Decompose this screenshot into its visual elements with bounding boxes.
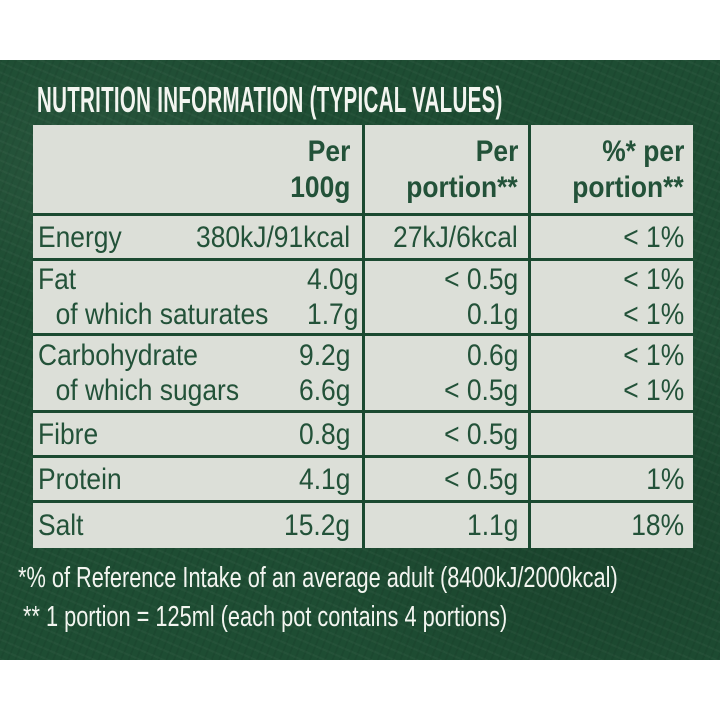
cell-fat-portion: < 0.5g 0.1g <box>365 261 531 333</box>
cell-carbohydrate-pct: < 1% < 1% <box>531 336 693 410</box>
cell-carbohydrate-name-and-100g: Carbohydrate of which sugars 9.2g 6.6g <box>33 336 365 410</box>
per-portion-subvalue: < 0.5g <box>443 374 518 407</box>
percent-value: < 1% <box>623 220 684 254</box>
cell-carbohydrate-portion: 0.6g < 0.5g <box>365 336 531 410</box>
table-row-fat: Fat of which saturates 4.0g 1.7g < 0.5g … <box>33 258 693 333</box>
nutrition-title: NUTRITION INFORMATION (TYPICAL VALUES) <box>37 79 503 120</box>
cell-fibre-pct <box>531 413 693 455</box>
per-100g-subvalue: 6.6g <box>298 374 350 407</box>
header-per-portion: Per portion** <box>365 125 531 213</box>
cell-fat-pct: < 1% < 1% <box>531 261 693 333</box>
nutrient-name: Carbohydrate <box>38 339 198 372</box>
header-per-100g: Per 100g <box>33 125 365 213</box>
footnote-portion-size: ** 1 portion = 125ml (each pot contains … <box>23 601 508 633</box>
cell-energy-portion: 27kJ/6kcal <box>365 216 531 258</box>
per-100g-value: 0.8g <box>298 417 350 451</box>
table-row-energy: Energy 380kJ/91kcal 27kJ/6kcal < 1% <box>33 213 693 258</box>
cell-protein-name-and-100g: Protein 4.1g <box>33 458 365 500</box>
per-100g-value: 4.1g <box>298 462 350 496</box>
header-pct-line1: %* per <box>601 135 684 168</box>
cell-fat-name-and-100g: Fat of which saturates 4.0g 1.7g <box>33 261 365 333</box>
per-portion-value: 1.1g <box>466 509 518 542</box>
cell-fibre-portion: < 0.5g <box>365 413 531 455</box>
per-100g-value: 9.2g <box>298 339 350 372</box>
per-100g-value: 380kJ/91kcal <box>195 220 350 254</box>
table-row-carbohydrate: Carbohydrate of which sugars 9.2g 6.6g 0… <box>33 333 693 410</box>
table-row-protein: Protein 4.1g < 0.5g 1% <box>33 455 693 500</box>
nutrient-name: Fat <box>38 263 77 296</box>
percent-value: 18% <box>631 509 684 542</box>
header-pct-line2: portion** <box>572 171 684 204</box>
nutrient-name: Protein <box>38 462 122 496</box>
per-portion-value: < 0.5g <box>443 263 518 296</box>
cell-energy-name-and-100g: Energy 380kJ/91kcal <box>33 216 365 258</box>
header-pct-per-portion: %* per portion** <box>531 125 693 213</box>
per-portion-value: 0.6g <box>466 339 518 372</box>
table-row-salt: Salt 15.2g 1.1g 18% <box>33 500 693 548</box>
nutrient-subname: of which sugars <box>55 374 240 407</box>
nutrient-subname: of which saturates <box>55 298 269 331</box>
table-header-row: Per 100g Per portion** %* per portion** <box>33 125 693 213</box>
per-100g-value: 4.0g <box>306 263 359 296</box>
cell-energy-pct: < 1% <box>531 216 693 258</box>
header-per-portion-line1: Per <box>475 135 518 168</box>
table-row-fibre: Fibre 0.8g < 0.5g <box>33 410 693 455</box>
label-panel: NUTRITION INFORMATION (TYPICAL VALUES) P… <box>0 60 720 660</box>
nutrition-table: Per 100g Per portion** %* per portion** … <box>33 125 693 548</box>
per-portion-subvalue: 0.1g <box>466 298 518 331</box>
per-100g-value: 15.2g <box>283 509 350 542</box>
header-per-100g-line2: 100g <box>289 171 350 204</box>
footnote-reference-intake: *% of Reference Intake of an average adu… <box>18 562 618 594</box>
nutrient-name: Energy <box>38 220 122 254</box>
header-per-100g-line1: Per <box>307 135 350 168</box>
cell-salt-portion: 1.1g <box>365 503 531 548</box>
percent-value: < 1% <box>623 263 684 296</box>
cell-salt-name-and-100g: Salt 15.2g <box>33 503 365 548</box>
percent-subvalue: < 1% <box>623 298 684 331</box>
header-per-portion-line2: portion** <box>406 171 518 204</box>
cell-fibre-name-and-100g: Fibre 0.8g <box>33 413 365 455</box>
per-100g-subvalue: 1.7g <box>306 298 359 331</box>
percent-value: < 1% <box>623 339 684 372</box>
percent-value: 1% <box>645 462 684 496</box>
cell-protein-pct: 1% <box>531 458 693 500</box>
cell-protein-portion: < 0.5g <box>365 458 531 500</box>
per-portion-value: 27kJ/6kcal <box>393 220 518 254</box>
per-portion-value: < 0.5g <box>443 417 518 451</box>
nutrient-name: Fibre <box>38 417 99 451</box>
cell-salt-pct: 18% <box>531 503 693 548</box>
nutrient-name: Salt <box>38 509 84 542</box>
per-portion-value: < 0.5g <box>443 462 518 496</box>
percent-subvalue: < 1% <box>623 374 684 407</box>
